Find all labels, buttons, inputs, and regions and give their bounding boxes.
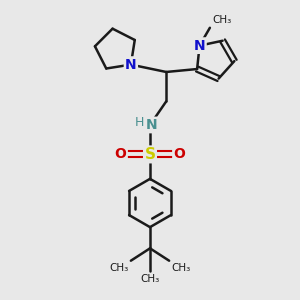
Text: CH₃: CH₃ (212, 15, 232, 26)
Text: CH₃: CH₃ (109, 263, 128, 273)
Text: N: N (194, 39, 206, 52)
Text: O: O (173, 147, 185, 161)
Text: H: H (135, 116, 144, 128)
Text: S: S (145, 147, 155, 162)
Text: N: N (125, 58, 137, 72)
Text: O: O (115, 147, 127, 161)
Text: CH₃: CH₃ (172, 263, 191, 273)
Text: CH₃: CH₃ (140, 274, 160, 284)
Text: N: N (146, 118, 157, 132)
